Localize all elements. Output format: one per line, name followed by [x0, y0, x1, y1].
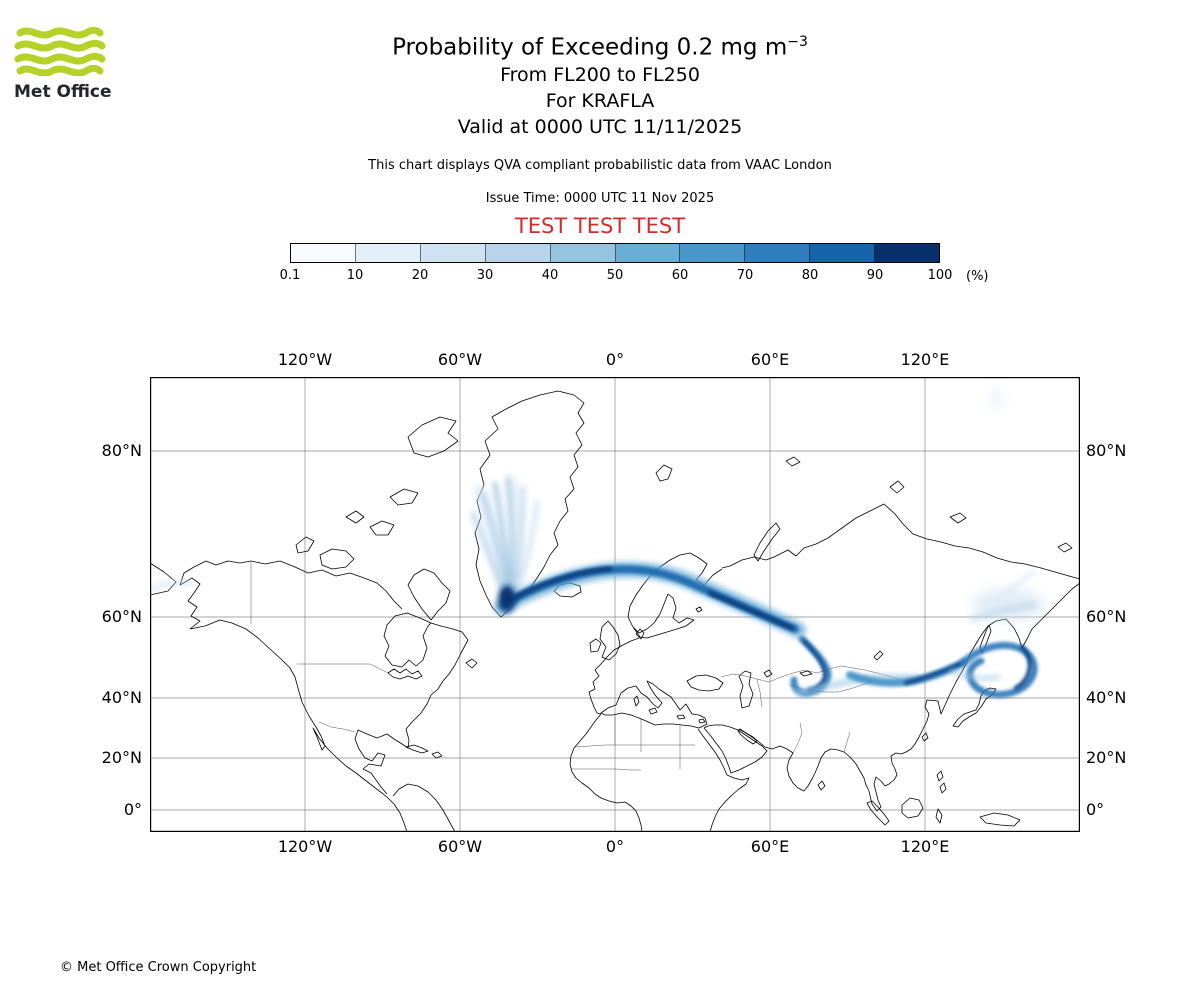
colorbar-segment-0.1-10 — [291, 244, 356, 262]
lat-label-right-0: 0° — [1086, 800, 1105, 819]
lon-label-top-120e: 120°E — [900, 350, 950, 369]
colorbar-segment-30-40 — [485, 244, 551, 262]
page-title: Probability of Exceeding 0.2 mg m−3 — [0, 27, 1200, 63]
probability-colorbar — [290, 243, 940, 263]
colorbar-segment-60-70 — [680, 244, 746, 262]
ash-plume-diffuse-fan — [470, 475, 540, 603]
test-banner: TEST TEST TEST — [514, 214, 686, 238]
colorbar-tick-40: 40 — [541, 268, 559, 283]
colorbar-unit: (%) — [966, 269, 989, 284]
colorbar-segment-10-20 — [355, 244, 421, 262]
volcano-name: For KRAFLA — [545, 90, 655, 112]
lon-label-bottom-120e: 120°E — [900, 837, 950, 856]
colorbar-segment-20-30 — [420, 244, 486, 262]
colorbar-tick-70: 70 — [736, 268, 754, 283]
lon-label-top-0: 0° — [605, 350, 625, 369]
ash-plume-northeast-patch — [150, 387, 1044, 622]
met-office-logo: Met Office — [14, 24, 124, 102]
lat-label-left-20n: 20°N — [101, 748, 142, 767]
lat-label-right-80n: 80°N — [1086, 441, 1127, 460]
met-office-logo-waves — [14, 26, 106, 77]
colorbar-tick-30: 30 — [476, 268, 494, 283]
lon-label-top-60w: 60°W — [437, 350, 483, 369]
coastlines — [150, 390, 1080, 832]
colorbar-tick-60: 60 — [671, 268, 689, 283]
valid-time: Valid at 0000 UTC 11/11/2025 — [457, 116, 743, 138]
lon-label-bottom-60e: 60°E — [750, 837, 790, 856]
colorbar-tick-0.1: 0.1 — [279, 268, 301, 283]
colorbar-tick-100: 100 — [927, 268, 953, 283]
lat-label-left-60n: 60°N — [101, 607, 142, 626]
copyright: © Met Office Crown Copyright — [60, 960, 257, 975]
chart-description: This chart displays QVA compliant probab… — [368, 158, 832, 173]
lat-label-left-80n: 80°N — [101, 441, 142, 460]
lon-label-top-60e: 60°E — [750, 350, 790, 369]
colorbar-segment-80-90 — [810, 244, 876, 262]
lon-label-bottom-60w: 60°W — [437, 837, 483, 856]
lat-label-right-60n: 60°N — [1086, 607, 1127, 626]
issue-time: Issue Time: 0000 UTC 11 Nov 2025 — [485, 191, 715, 206]
country-borders — [250, 561, 900, 771]
lon-label-bottom-120w: 120°W — [277, 837, 333, 856]
colorbar-tick-80: 80 — [801, 268, 819, 283]
colorbar-tick-labels: 0.1 10 20 30 40 50 60 70 80 90 100 — [280, 268, 953, 286]
page-title-exponent: −3 — [787, 34, 808, 50]
map-frame — [150, 377, 1080, 832]
colorbar-tick-20: 20 — [411, 268, 429, 283]
map-gridlines — [150, 377, 1080, 832]
lon-label-top-120w: 120°W — [277, 350, 333, 369]
ash-plume-east-asia — [846, 642, 1038, 698]
colorbar-segment-50-60 — [615, 244, 681, 262]
colorbar-segment-90-100 — [875, 244, 940, 262]
colorbar-segment-40-50 — [550, 244, 616, 262]
colorbar-tick-10: 10 — [346, 268, 364, 283]
met-office-logo-text: Met Office — [14, 82, 112, 102]
lat-label-left-0: 0° — [123, 800, 142, 819]
page-title-text: Probability of Exceeding 0.2 mg m — [392, 34, 788, 61]
flight-level-range: From FL200 to FL250 — [500, 64, 700, 86]
lat-label-right-40n: 40°N — [1086, 688, 1127, 707]
colorbar-tick-50: 50 — [606, 268, 624, 283]
world-map — [150, 377, 1080, 832]
lat-label-left-40n: 40°N — [101, 688, 142, 707]
ash-plume-main-band — [494, 561, 806, 638]
lon-label-bottom-0: 0° — [605, 837, 625, 856]
lat-label-right-20n: 20°N — [1086, 748, 1127, 767]
colorbar-tick-90: 90 — [866, 268, 884, 283]
colorbar-segment-70-80 — [745, 244, 811, 262]
